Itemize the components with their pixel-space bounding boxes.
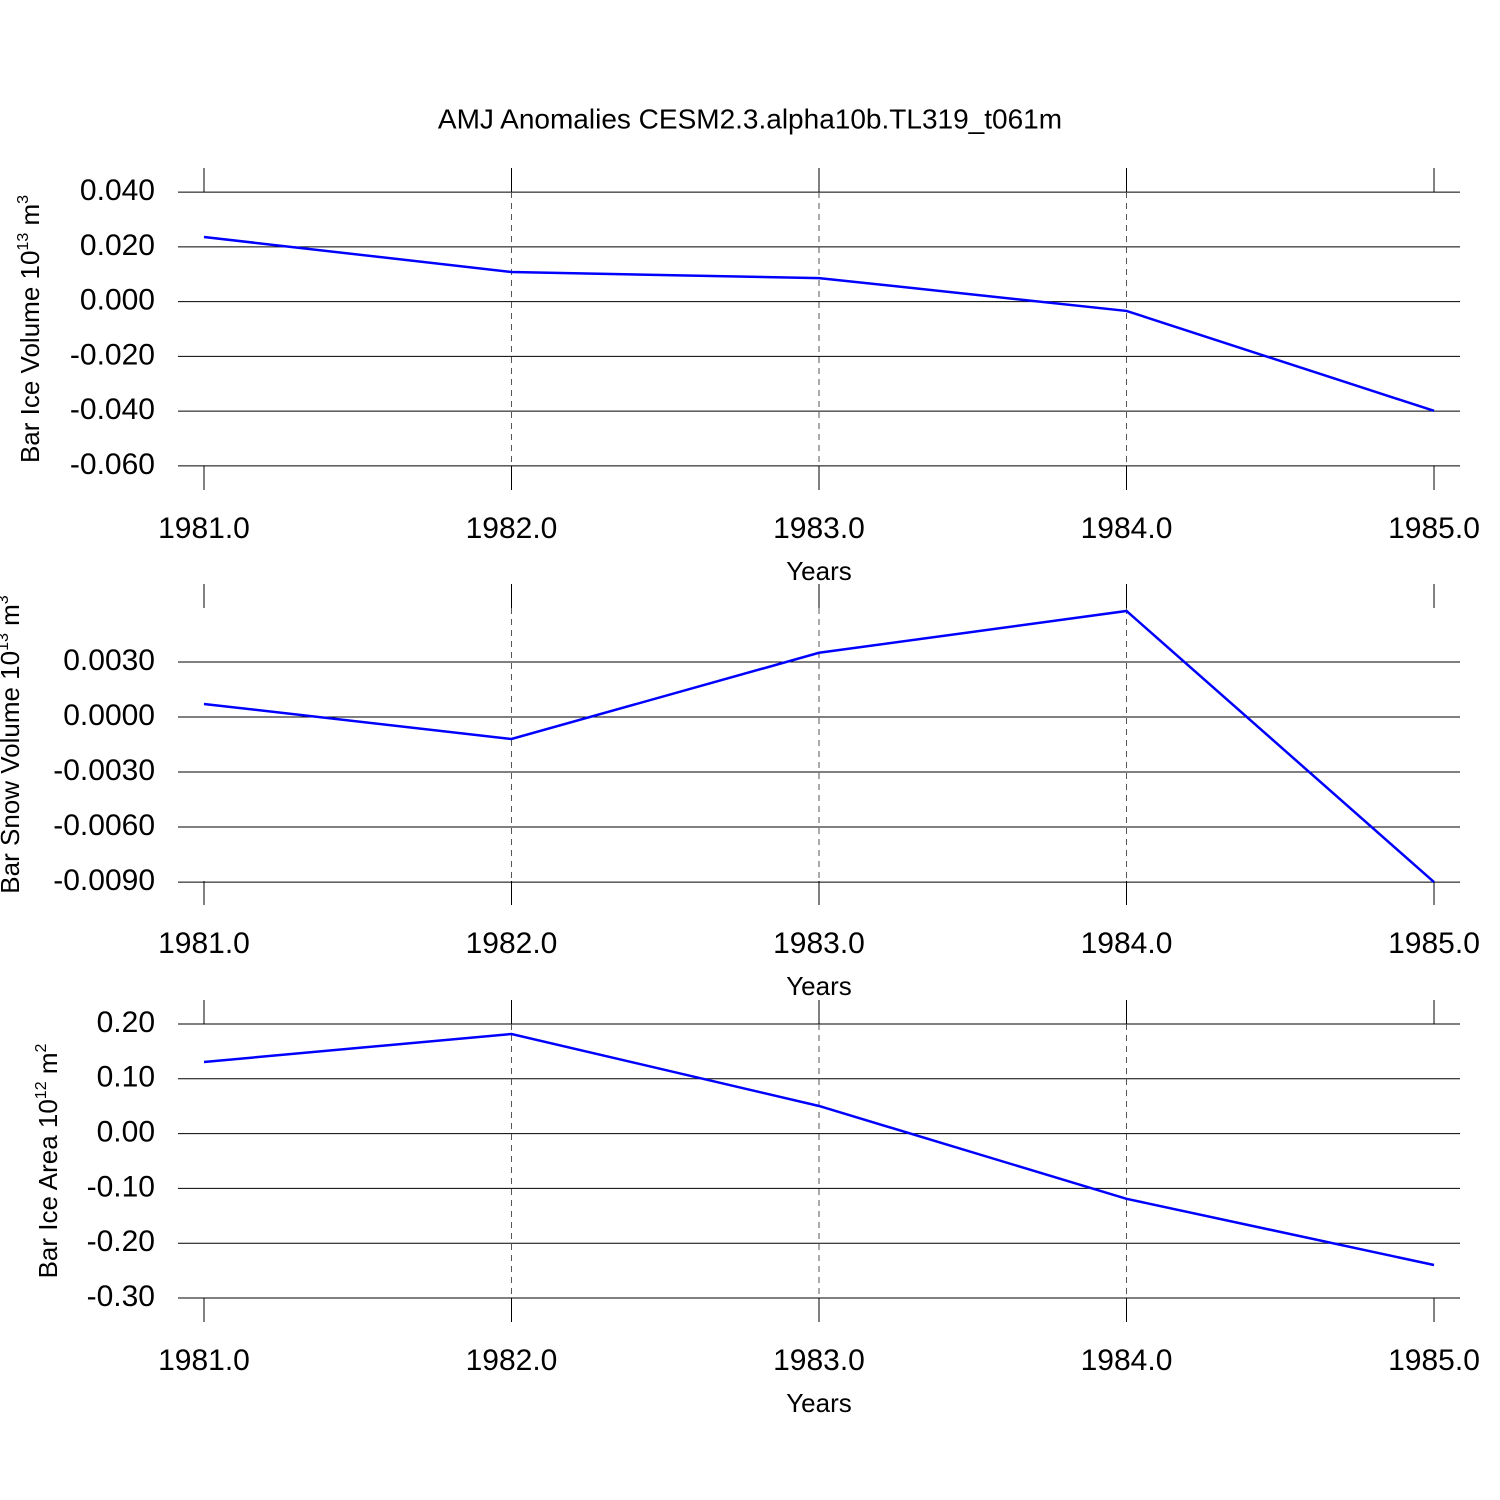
y-tick-label: 0.000 [80, 284, 155, 317]
x-tick-label: 1984.0 [1081, 512, 1173, 545]
y-tick-label: -0.0060 [53, 809, 155, 842]
y-tick-label: 0.10 [97, 1061, 155, 1094]
y-tick-label: -0.0030 [53, 754, 155, 787]
x-tick-label: 1984.0 [1081, 927, 1173, 960]
data-line [203, 609, 1435, 884]
data-line [203, 235, 1435, 413]
y-tick-label: 0.20 [97, 1006, 155, 1039]
x-axis-label: Years [786, 971, 852, 1001]
y-tick-label: -0.040 [70, 393, 155, 426]
x-tick-label: 1985.0 [1388, 927, 1480, 960]
y-tick-label: -0.0090 [53, 864, 155, 897]
x-tick-label: 1981.0 [158, 1344, 250, 1377]
x-tick-label: 1982.0 [466, 927, 558, 960]
y-tick-label: -0.060 [70, 448, 155, 481]
data-line [203, 1032, 1435, 1267]
y-tick-label: -0.30 [87, 1280, 155, 1313]
y-axis-label-superscript: 13 [0, 633, 12, 651]
x-tick-label: 1983.0 [773, 1344, 865, 1377]
y-tick-label: 0.0000 [63, 699, 155, 732]
x-tick-label: 1984.0 [1081, 1344, 1173, 1377]
y-axis-label-superscript: 3 [0, 595, 12, 604]
y-axis-label-part: m [0, 604, 25, 633]
x-tick-label: 1982.0 [466, 512, 558, 545]
x-tick-label: 1981.0 [158, 512, 250, 545]
x-axis-label: Years [786, 556, 852, 586]
x-tick-label: 1983.0 [773, 512, 865, 545]
y-axis-label-part: Bar Snow Volume 10 [0, 651, 25, 894]
y-tick-label: -0.20 [87, 1225, 155, 1258]
y-tick-label: 0.0030 [63, 644, 155, 677]
x-tick-label: 1981.0 [158, 927, 250, 960]
y-tick-label: -0.020 [70, 338, 155, 371]
x-tick-label: 1983.0 [773, 927, 865, 960]
y-axis-label-superscript: 2 [33, 1043, 50, 1052]
y-axis-label: Bar Snow Volume 1013 m3 [0, 595, 25, 894]
y-axis-label-superscript: 3 [15, 195, 32, 204]
x-axis-label: Years [786, 1388, 852, 1418]
y-tick-label: 0.040 [80, 174, 155, 207]
chart-title: AMJ Anomalies CESM2.3.alpha10b.TL319_t06… [438, 103, 1062, 134]
y-axis-label: Bar Ice Area 1012 m2 [33, 1043, 63, 1278]
y-axis-label-superscript: 13 [15, 233, 32, 251]
x-tick-label: 1982.0 [466, 1344, 558, 1377]
x-tick-label: 1985.0 [1388, 1344, 1480, 1377]
y-axis-label-part: Bar Ice Volume 10 [15, 251, 45, 463]
y-axis-label-part: Bar Ice Area 10 [33, 1099, 63, 1278]
x-tick-label: 1985.0 [1388, 512, 1480, 545]
y-tick-label: 0.00 [97, 1116, 155, 1149]
y-axis-label-part: m [33, 1052, 63, 1081]
y-tick-label: -0.10 [87, 1170, 155, 1203]
y-axis-label: Bar Ice Volume 1013 m3 [15, 195, 45, 463]
y-axis-label-part: m [15, 204, 45, 233]
y-tick-label: 0.020 [80, 229, 155, 262]
y-axis-label-superscript: 12 [33, 1081, 50, 1099]
